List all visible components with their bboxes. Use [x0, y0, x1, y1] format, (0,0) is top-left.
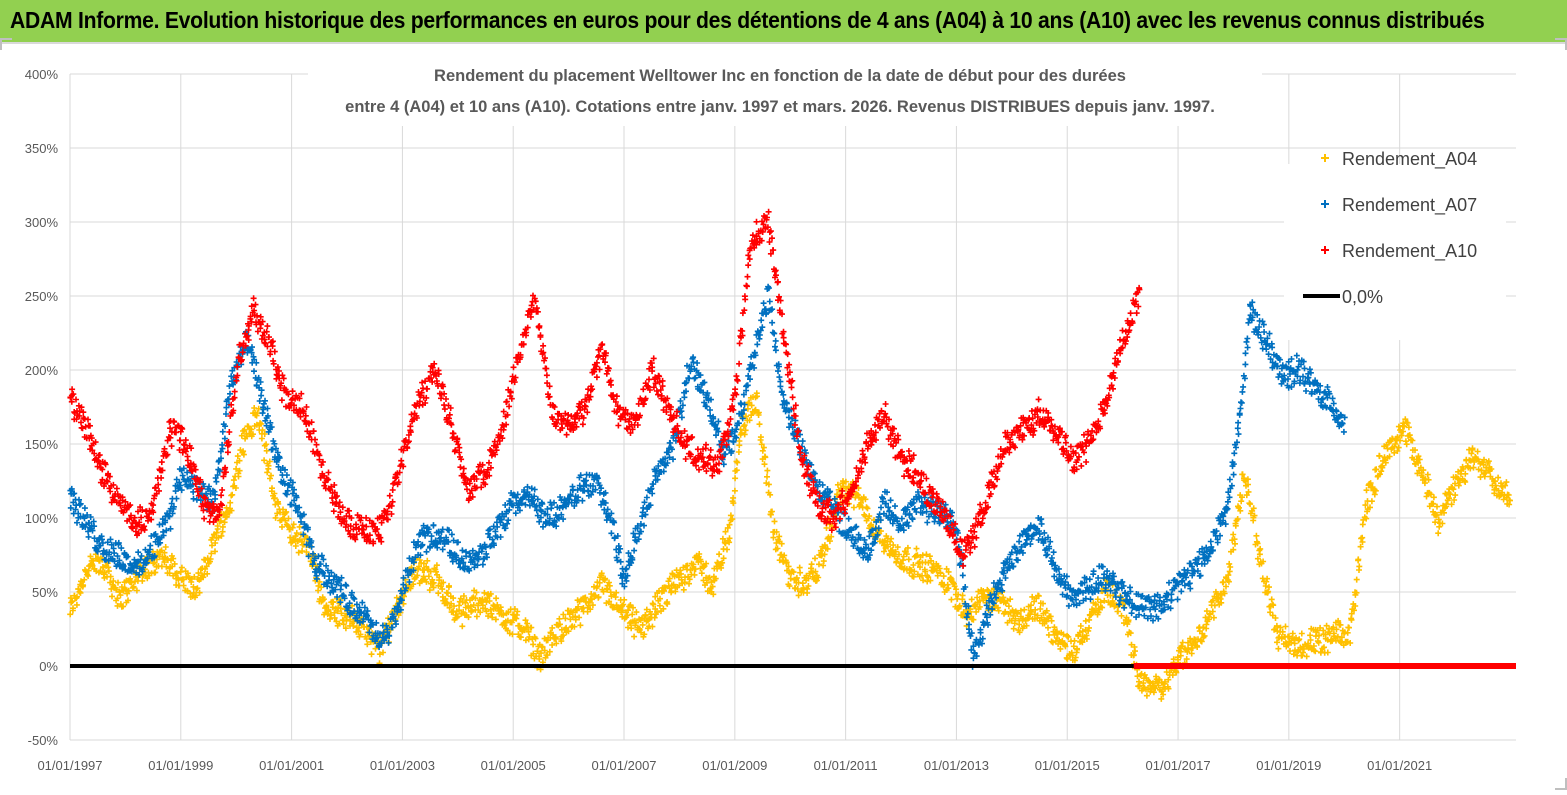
scatter-chart: 400% 350% 300% 250% 200% 150% 100% 50% 0% -50% 01… [25, 60, 1516, 773]
corner-handle-bottom-right [1555, 778, 1567, 790]
x-axis-ticks: 01/01/1997 01/01/1999 01/01/2001 01/01/2003… [37, 758, 1432, 773]
chart-title-line1: Rendement du placement Welltower Inc en … [434, 67, 1126, 85]
chart-area: 400% 350% 300% 250% 200% 150% 100% 50% 0% -50% 01… [0, 44, 1567, 790]
chart-title-line2: entre 4 (A04) et 10 ans (A10). Cotations… [345, 98, 1215, 116]
legend-label: Rendement_A10 [1342, 241, 1477, 262]
x-tick-label: 01/01/2013 [924, 758, 989, 773]
series-points-Rendement_A10 [67, 208, 1143, 569]
x-tick-label: 01/01/2015 [1035, 758, 1100, 773]
series-Rendement_A04 [67, 390, 1513, 702]
y-tick-label: -50% [28, 733, 59, 748]
x-tick-label: 01/01/2007 [591, 758, 656, 773]
y-tick-label: 350% [25, 141, 59, 156]
x-tick-label: 01/01/2011 [814, 758, 878, 773]
y-tick-label: 400% [25, 67, 59, 82]
x-tick-label: 01/01/2009 [702, 758, 767, 773]
x-tick-label: 01/01/1997 [37, 758, 102, 773]
legend-background [1284, 164, 1506, 340]
series-Rendement_A07 [67, 283, 1348, 670]
series-points-Rendement_A07 [67, 283, 1348, 670]
y-tick-label: 0% [39, 659, 58, 674]
legend-label: Rendement_A04 [1342, 149, 1477, 170]
y-axis-ticks: 400% 350% 300% 250% 200% 150% 100% 50% 0% -50% [25, 67, 59, 748]
corner-handle-top-right [1555, 38, 1567, 50]
header-banner: ADAM Informe. Evolution historique des p… [0, 0, 1567, 44]
series-Rendement_A10 [67, 208, 1143, 569]
x-tick-label: 01/01/2021 [1367, 758, 1432, 773]
y-tick-label: 300% [25, 215, 59, 230]
x-tick-label: 01/01/2003 [370, 758, 435, 773]
y-tick-label: 50% [32, 585, 58, 600]
legend-marker [1321, 200, 1329, 208]
x-tick-label: 01/01/2017 [1146, 758, 1211, 773]
legend: Rendement_A04 Rendement_A07 Rendement_A10 0… [1284, 149, 1506, 340]
y-tick-label: 200% [25, 363, 59, 378]
series-points-Rendement_A04 [67, 390, 1513, 702]
x-tick-label: 01/01/2001 [259, 758, 324, 773]
x-tick-label: 01/01/2019 [1256, 758, 1321, 773]
legend-marker [1321, 154, 1329, 162]
y-tick-label: 250% [25, 289, 59, 304]
x-tick-label: 01/01/2005 [481, 758, 546, 773]
y-tick-label: 150% [25, 437, 59, 452]
banner-title: ADAM Informe. Evolution historique des p… [10, 7, 1485, 33]
legend-label: Rendement_A07 [1342, 195, 1477, 216]
x-tick-label: 01/01/1999 [148, 758, 213, 773]
data-points [67, 208, 1513, 702]
legend-marker [1321, 246, 1329, 254]
y-tick-label: 100% [25, 511, 59, 526]
title-background [308, 60, 1262, 126]
corner-handle-top-left [0, 38, 12, 50]
legend-label: 0,0% [1342, 287, 1383, 307]
